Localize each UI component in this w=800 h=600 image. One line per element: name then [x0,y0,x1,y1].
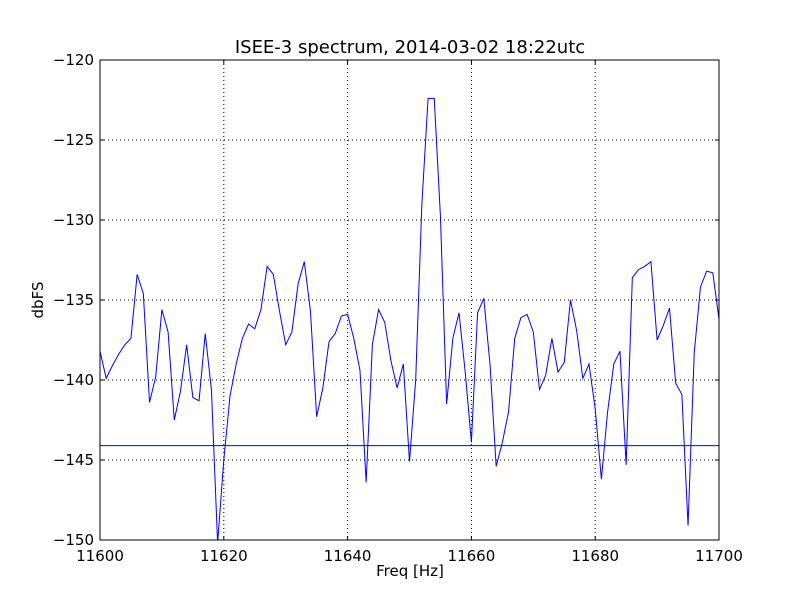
y-tick-label: −145 [53,451,94,469]
x-axis-label: Freq [Hz] [376,562,444,580]
x-tick-label: 11680 [571,547,619,565]
series-lines [100,97,719,540]
spectrum-line [100,97,719,540]
y-tick-label: −140 [53,371,94,389]
y-tick-labels: −150 −145 −140 −135 −130 −125 −120 [53,51,94,549]
x-tick-label: 11620 [200,547,248,565]
y-tick-label: −120 [53,51,94,69]
y-tick-label: −150 [53,531,94,549]
x-tick-label: 11700 [695,547,743,565]
x-tick-labels: 11600 11620 11640 11660 11680 11700 [76,547,743,565]
y-axis-label: dbFS [29,282,47,319]
x-tick-label: 11660 [448,547,496,565]
x-tick-label: 11600 [76,547,124,565]
y-tick-label: −135 [53,291,94,309]
chart-title: ISEE-3 spectrum, 2014-03-02 18:22utc [235,37,585,58]
y-tick-label: −125 [53,131,94,149]
x-tick-label: 11640 [324,547,372,565]
y-tick-label: −130 [53,211,94,229]
tick-marks [99,59,720,541]
plot-area [99,59,720,541]
